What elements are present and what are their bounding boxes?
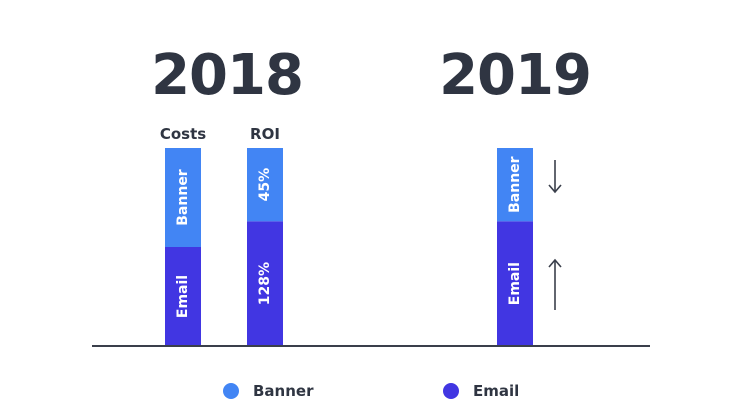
legend-label-email: Email: [473, 382, 519, 400]
year-title-2018: 2018: [151, 43, 303, 108]
bars-layer: Email Banner 128% 45% Email Banner: [165, 148, 533, 346]
trend-arrow-email-up: [548, 258, 562, 310]
bar-label-2018-costs-email: Email: [175, 275, 191, 318]
legend-marker-email: [443, 383, 459, 399]
bar-2019-col0-email: [497, 221, 533, 346]
column-label-roi: ROI: [250, 125, 280, 143]
legend-label-banner: Banner: [253, 382, 314, 400]
column-label-costs: Costs: [160, 125, 206, 143]
bar-label-2018-roi-email: 128%: [257, 262, 273, 305]
bar-label-2018-costs-banner: Banner: [175, 169, 191, 226]
bar-2019-col0-banner: [497, 148, 533, 222]
bar-label-2019-col0-email: Email: [507, 262, 523, 305]
bar-label-2019-col0-banner: Banner: [507, 156, 523, 213]
trend-arrow-banner-down: [548, 160, 562, 194]
bar-2018-costs-email: [165, 247, 201, 346]
year-title-2019: 2019: [439, 43, 591, 108]
legend-marker-banner: [223, 383, 239, 399]
legend: Banner Email: [223, 382, 519, 400]
bar-2018-roi-email: [247, 221, 283, 346]
bar-2018-roi-banner: [247, 148, 283, 222]
bar-label-2018-roi-banner: 45%: [257, 168, 273, 202]
bar-2018-costs-banner: [165, 148, 201, 247]
